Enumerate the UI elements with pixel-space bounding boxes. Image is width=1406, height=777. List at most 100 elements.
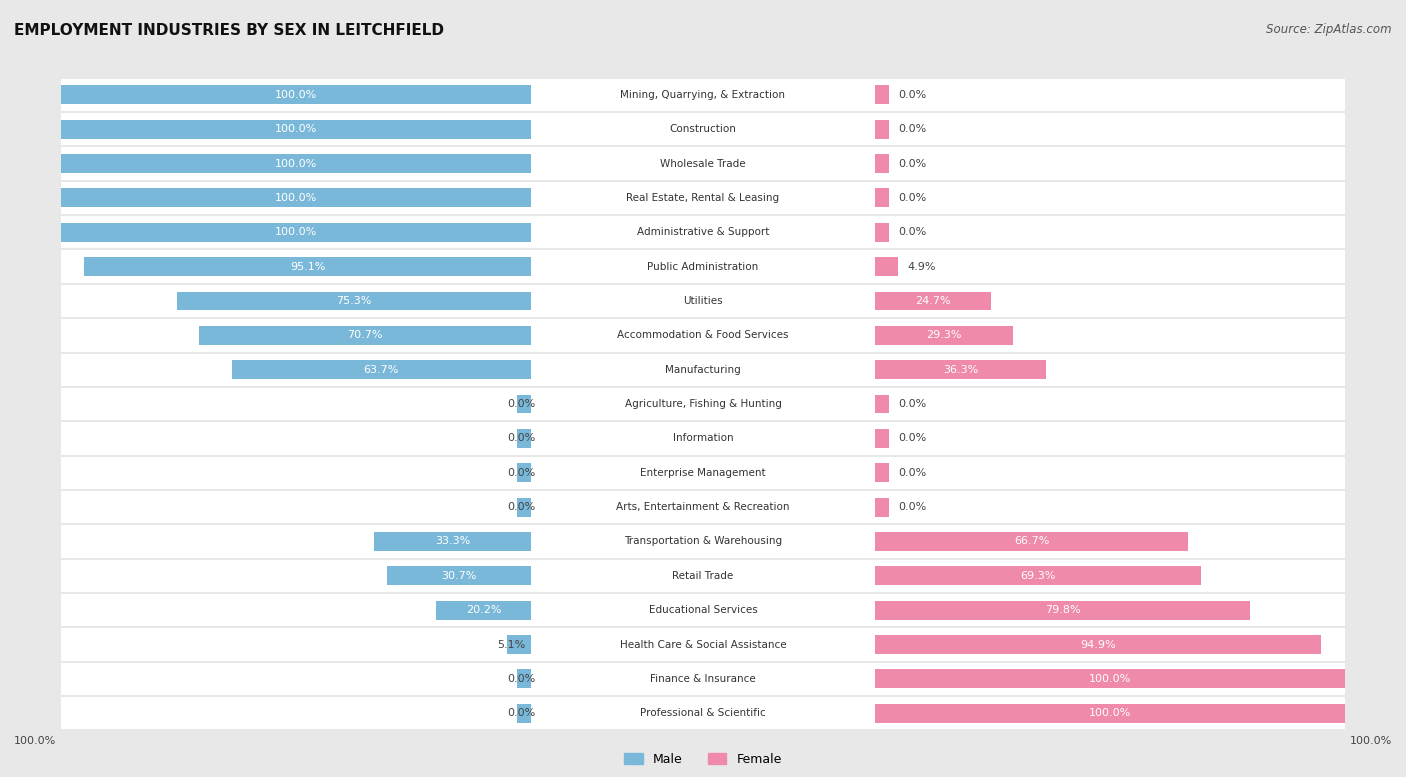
Bar (875, 566, 1201, 585)
Bar (0, 559, 1406, 593)
Text: Agriculture, Fishing & Hunting: Agriculture, Fishing & Hunting (624, 399, 782, 409)
Text: 100.0%: 100.0% (1088, 708, 1132, 718)
Text: 29.3%: 29.3% (927, 330, 962, 340)
Bar (405, 524, 1346, 559)
Bar (875, 189, 889, 207)
Text: Accommodation & Food Services: Accommodation & Food Services (617, 330, 789, 340)
Bar (60, 223, 531, 242)
Bar (60, 78, 1001, 112)
Text: Arts, Entertainment & Recreation: Arts, Entertainment & Recreation (616, 502, 790, 512)
Text: 0.0%: 0.0% (898, 124, 927, 134)
Text: 0.0%: 0.0% (508, 502, 536, 512)
Bar (405, 387, 1346, 421)
Text: Enterprise Management: Enterprise Management (640, 468, 766, 478)
Bar (0, 593, 1406, 627)
Bar (198, 326, 531, 345)
Text: 0.0%: 0.0% (508, 434, 536, 444)
Text: 100.0%: 100.0% (274, 228, 318, 237)
Text: 0.0%: 0.0% (898, 399, 927, 409)
Bar (405, 112, 1346, 146)
Bar (0, 421, 1406, 455)
Bar (0, 318, 1406, 353)
Bar (875, 223, 889, 242)
Text: Information: Information (672, 434, 734, 444)
Text: 0.0%: 0.0% (898, 193, 927, 203)
Text: 0.0%: 0.0% (898, 434, 927, 444)
Bar (232, 361, 531, 379)
Bar (517, 497, 531, 517)
Text: 100.0%: 100.0% (1088, 674, 1132, 684)
Bar (60, 353, 1001, 387)
Bar (405, 455, 1346, 490)
Text: 66.7%: 66.7% (1014, 536, 1049, 546)
Text: 0.0%: 0.0% (898, 228, 927, 237)
Bar (60, 627, 1001, 662)
Bar (60, 181, 1001, 215)
Text: Health Care & Social Assistance: Health Care & Social Assistance (620, 639, 786, 650)
Bar (60, 189, 531, 207)
Text: 63.7%: 63.7% (364, 364, 399, 375)
Text: 0.0%: 0.0% (508, 708, 536, 718)
Bar (0, 284, 1406, 318)
Text: 24.7%: 24.7% (915, 296, 950, 306)
Bar (517, 670, 531, 688)
Bar (405, 421, 1346, 455)
Bar (875, 154, 889, 173)
Bar (405, 593, 1346, 627)
Text: 0.0%: 0.0% (898, 90, 927, 100)
Bar (0, 78, 1406, 112)
Bar (0, 490, 1406, 524)
Bar (508, 635, 531, 654)
Bar (875, 85, 889, 104)
Bar (405, 627, 1346, 662)
Text: 100.0%: 100.0% (1350, 736, 1392, 746)
Bar (875, 291, 991, 311)
Bar (405, 318, 1346, 353)
Bar (60, 154, 531, 173)
Bar (387, 566, 531, 585)
Bar (875, 120, 889, 138)
Text: 0.0%: 0.0% (508, 674, 536, 684)
Text: 100.0%: 100.0% (274, 159, 318, 169)
Bar (177, 291, 531, 311)
Bar (405, 662, 1346, 696)
Text: 0.0%: 0.0% (508, 468, 536, 478)
Text: 0.0%: 0.0% (508, 399, 536, 409)
Text: 33.3%: 33.3% (434, 536, 470, 546)
Text: 0.0%: 0.0% (898, 502, 927, 512)
Bar (0, 696, 1406, 730)
Bar (0, 455, 1406, 490)
Text: Source: ZipAtlas.com: Source: ZipAtlas.com (1267, 23, 1392, 37)
Bar (875, 463, 889, 483)
Text: Public Administration: Public Administration (647, 262, 759, 272)
Bar (517, 395, 531, 413)
Bar (60, 593, 1001, 627)
Bar (0, 387, 1406, 421)
Bar (0, 181, 1406, 215)
Bar (405, 249, 1346, 284)
Text: Real Estate, Rental & Leasing: Real Estate, Rental & Leasing (627, 193, 779, 203)
Text: 75.3%: 75.3% (336, 296, 371, 306)
Bar (875, 635, 1322, 654)
Bar (405, 78, 1346, 112)
Text: 94.9%: 94.9% (1080, 639, 1116, 650)
Text: Administrative & Support: Administrative & Support (637, 228, 769, 237)
Bar (60, 85, 531, 104)
Bar (60, 662, 1001, 696)
Bar (517, 704, 531, 723)
Bar (0, 662, 1406, 696)
Bar (374, 532, 531, 551)
Text: 5.1%: 5.1% (498, 639, 526, 650)
Text: 70.7%: 70.7% (347, 330, 382, 340)
Bar (405, 353, 1346, 387)
Bar (60, 215, 1001, 249)
Bar (60, 318, 1001, 353)
Bar (0, 627, 1406, 662)
Bar (875, 326, 1012, 345)
Text: Retail Trade: Retail Trade (672, 571, 734, 580)
Text: 100.0%: 100.0% (14, 736, 56, 746)
Bar (60, 421, 1001, 455)
Bar (405, 559, 1346, 593)
Text: Educational Services: Educational Services (648, 605, 758, 615)
Bar (0, 524, 1406, 559)
